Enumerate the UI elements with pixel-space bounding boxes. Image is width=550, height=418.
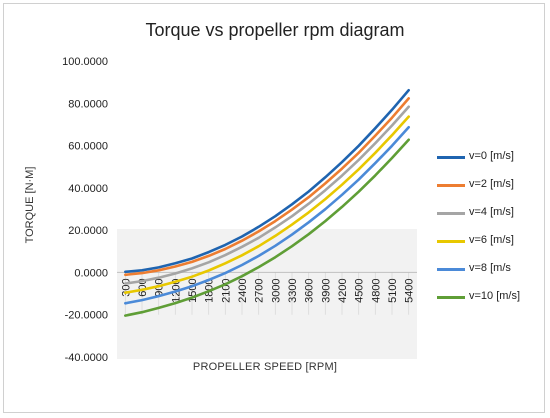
legend-label: v=2 [m/s] (469, 178, 514, 190)
x-axis-title: PROPELLER SPEED [RPM] (192, 361, 338, 373)
x-tick-label: 2400 (237, 278, 249, 302)
x-axis-ticks: 300 600 900 1200 1500 1800 2100 2400 2700 3000 330… (120, 278, 415, 302)
y-axis-title: TORQUE [N·M] (24, 166, 36, 244)
x-tick-label: 4800 (370, 278, 382, 302)
y-tick-label: 80.0000 (68, 98, 108, 110)
legend-label: v=10 [m/s] (469, 290, 521, 302)
legend-swatch (437, 268, 465, 271)
x-tick-label: 5100 (387, 278, 399, 302)
legend-label: v=4 [m/s] (469, 206, 514, 218)
legend-label: v=8 [m/s (469, 262, 511, 274)
series-lines (124, 88, 410, 317)
y-tick-label: -20.0000 (65, 310, 108, 322)
x-tick-label: 4200 (337, 278, 349, 302)
legend-swatch (437, 240, 465, 243)
x-tick-label: 3300 (287, 278, 299, 302)
series-line (124, 88, 410, 274)
x-tick-label: 2700 (254, 278, 266, 302)
series-line (124, 138, 410, 317)
x-tick-label: 900 (154, 278, 166, 296)
x-tick-label: 5400 (404, 278, 416, 302)
series-line (124, 125, 410, 305)
legend-swatch (437, 184, 465, 187)
legend-label: v=0 [m/s] (469, 150, 514, 162)
y-tick-label: 60.0000 (68, 141, 108, 153)
y-tick-label: 0.0000 (74, 267, 108, 279)
series-line (124, 115, 410, 294)
x-tick-label: 4500 (354, 278, 366, 302)
y-tick-label: 100.0000 (62, 56, 108, 68)
x-tick-label: 3900 (320, 278, 332, 302)
y-tick-label: -40.0000 (65, 352, 108, 364)
series-line (124, 105, 410, 285)
y-tick-label: 20.0000 (68, 225, 108, 237)
x-tick-label: 3600 (304, 278, 316, 302)
legend-swatch (437, 296, 465, 299)
x-tick-label: 3000 (270, 278, 282, 302)
chart-title: Torque vs propeller rpm diagram (145, 20, 405, 40)
y-tick-label: 40.0000 (68, 183, 108, 195)
x-tick-label: 300 (120, 278, 132, 296)
x-tick-label: 600 (137, 278, 149, 296)
legend-swatch (437, 156, 465, 159)
legend-label: v=6 [m/s] (469, 234, 514, 246)
series-line (124, 97, 410, 277)
y-axis-ticks: 100.0000 80.0000 60.0000 40.0000 20.0000 0.00… (62, 56, 108, 364)
legend-swatch (437, 212, 465, 215)
